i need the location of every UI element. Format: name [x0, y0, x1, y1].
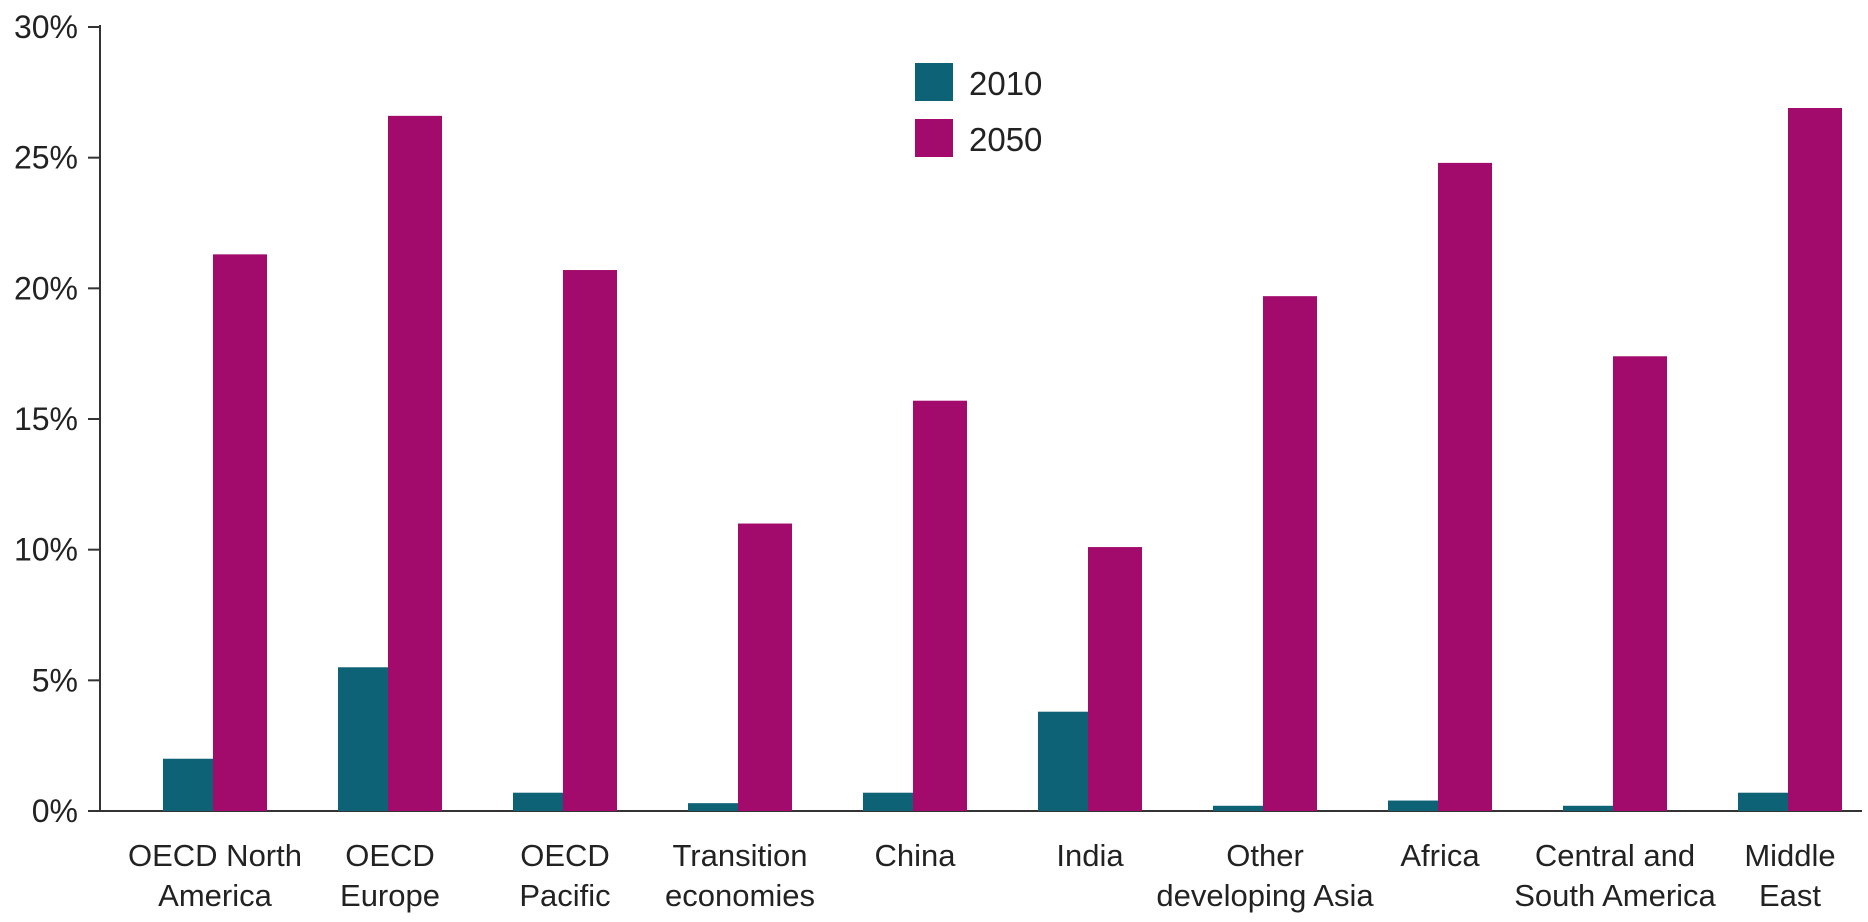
category-label-line: Pacific: [519, 878, 610, 913]
bar-2010-0: [163, 758, 217, 811]
category-label: Africa: [1400, 838, 1480, 873]
bar-2010-3: [688, 803, 742, 811]
category-label-line: Transition: [673, 838, 808, 873]
bar-2050-5: [1088, 547, 1142, 811]
category-label-line: Middle: [1744, 838, 1835, 873]
category-label: India: [1056, 838, 1124, 873]
category-label-line: developing Asia: [1156, 878, 1374, 913]
bar-2010-1: [338, 667, 392, 811]
category-label-line: Other: [1226, 838, 1304, 873]
y-tick-label: 10%: [14, 532, 78, 568]
bar-2050-6: [1263, 296, 1317, 811]
category-label-line: India: [1056, 838, 1124, 873]
category-label: China: [875, 838, 957, 873]
bar-2050-3: [738, 523, 792, 811]
bar-2050-4: [913, 400, 967, 811]
axes: 0% 5% 10% 15% 20% 25% 30%: [14, 9, 1862, 829]
category-labels: OECD North America OECD Europe OECD Pacific Tr…: [128, 838, 1836, 913]
y-tick-label: 0%: [32, 793, 78, 829]
legend-label-2050: 2050: [969, 121, 1042, 158]
category-label-line: South America: [1514, 878, 1716, 913]
category-label-line: China: [875, 838, 957, 873]
bar-2050-8: [1613, 356, 1667, 811]
category-label: OECD Pacific: [519, 838, 610, 913]
category-label: Transition economies: [665, 838, 815, 913]
category-label-line: OECD: [345, 838, 435, 873]
category-label: OECD North America: [128, 838, 302, 913]
bar-2010-4: [863, 792, 917, 811]
category-label-line: OECD: [520, 838, 610, 873]
bar-2010-7: [1388, 800, 1442, 811]
category-label-line: economies: [665, 878, 815, 913]
category-label: Middle East: [1744, 838, 1835, 913]
bar-2050-7: [1438, 162, 1492, 812]
bars: [163, 108, 1842, 812]
category-label-line: OECD North: [128, 838, 302, 873]
category-label-line: Europe: [340, 878, 440, 913]
category-label: Central and South America: [1514, 838, 1716, 913]
legend: 2010 2050: [915, 63, 1042, 158]
y-tick-label: 30%: [14, 9, 78, 45]
y-tick-label: 25%: [14, 140, 78, 176]
category-label-line: Africa: [1400, 838, 1480, 873]
bar-2050-9: [1788, 108, 1842, 812]
legend-label-2010: 2010: [969, 65, 1042, 102]
category-label-line: America: [158, 878, 272, 913]
category-label-line: East: [1759, 878, 1821, 913]
y-tick-label: 15%: [14, 401, 78, 437]
bar-2010-2: [513, 792, 567, 811]
bar-2050-0: [213, 254, 267, 812]
bar-2050-2: [563, 270, 617, 811]
category-label-line: Central and: [1535, 838, 1695, 873]
bar-2010-8: [1563, 805, 1617, 811]
category-label: OECD Europe: [340, 838, 440, 913]
bar-2010-5: [1038, 711, 1092, 811]
bar-2010-6: [1213, 805, 1267, 811]
bar-2050-1: [388, 115, 442, 811]
y-tick-label: 5%: [32, 662, 78, 698]
legend-swatch-2010: [915, 63, 953, 101]
legend-swatch-2050: [915, 119, 953, 157]
bar-2010-9: [1738, 792, 1792, 811]
category-label: Other developing Asia: [1156, 838, 1374, 913]
y-tick-label: 20%: [14, 270, 78, 306]
